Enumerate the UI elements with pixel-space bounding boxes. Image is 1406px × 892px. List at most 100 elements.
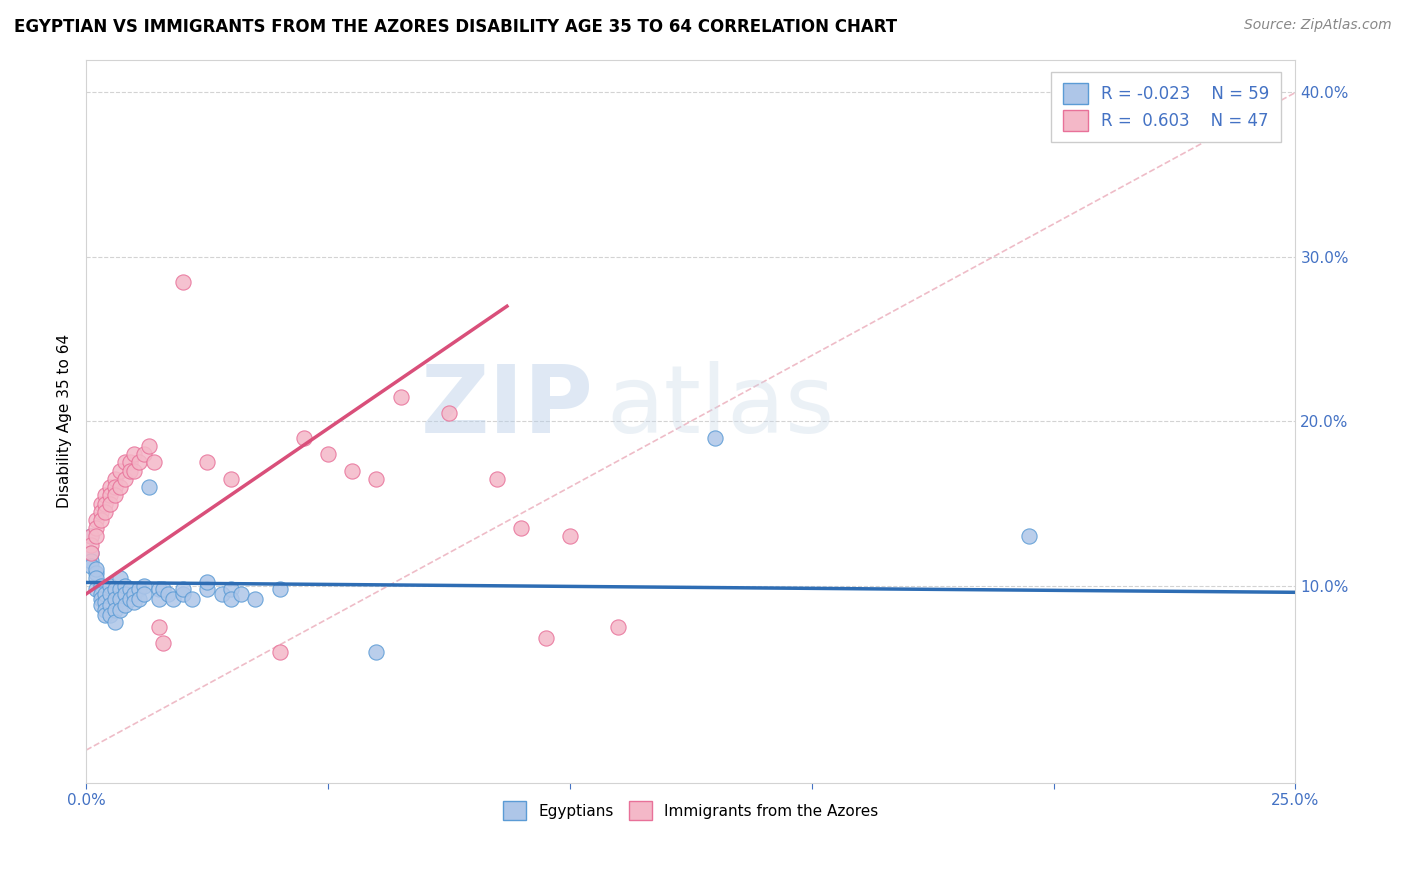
- Point: [219, 582, 242, 596]
- Point: [211, 587, 233, 601]
- Point: [389, 390, 412, 404]
- Point: [80, 538, 103, 552]
- Point: [437, 406, 460, 420]
- Point: [128, 455, 150, 469]
- Text: EGYPTIAN VS IMMIGRANTS FROM THE AZORES DISABILITY AGE 35 TO 64 CORRELATION CHART: EGYPTIAN VS IMMIGRANTS FROM THE AZORES D…: [14, 18, 897, 36]
- Point: [90, 599, 112, 613]
- Point: [94, 488, 117, 502]
- Text: atlas: atlas: [606, 361, 834, 453]
- Point: [607, 620, 630, 634]
- Point: [108, 591, 131, 606]
- Point: [128, 582, 150, 596]
- Point: [172, 582, 194, 596]
- Point: [80, 546, 103, 560]
- Point: [134, 579, 156, 593]
- Point: [98, 496, 121, 510]
- Point: [229, 587, 252, 601]
- Point: [152, 582, 174, 596]
- Y-axis label: Disability Age 35 to 64: Disability Age 35 to 64: [58, 334, 72, 508]
- Point: [114, 587, 136, 601]
- Point: [124, 587, 146, 601]
- Point: [142, 455, 165, 469]
- Point: [558, 529, 581, 543]
- Point: [316, 447, 339, 461]
- Point: [98, 488, 121, 502]
- Point: [98, 480, 121, 494]
- Point: [172, 587, 194, 601]
- Point: [510, 521, 533, 535]
- Point: [486, 472, 509, 486]
- Point: [98, 587, 121, 601]
- Point: [94, 608, 117, 623]
- Point: [195, 455, 218, 469]
- Point: [124, 447, 146, 461]
- Point: [148, 582, 170, 596]
- Point: [114, 472, 136, 486]
- Point: [80, 559, 103, 574]
- Point: [90, 587, 112, 601]
- Point: [148, 620, 170, 634]
- Point: [124, 595, 146, 609]
- Point: [181, 591, 204, 606]
- Point: [90, 496, 112, 510]
- Point: [104, 582, 127, 596]
- Point: [108, 464, 131, 478]
- Point: [219, 472, 242, 486]
- Point: [148, 591, 170, 606]
- Point: [104, 615, 127, 629]
- Point: [108, 582, 131, 596]
- Point: [84, 562, 107, 576]
- Point: [98, 579, 121, 593]
- Point: [172, 275, 194, 289]
- Point: [84, 582, 107, 596]
- Point: [157, 587, 180, 601]
- Point: [94, 595, 117, 609]
- Text: ZIP: ZIP: [422, 361, 593, 453]
- Point: [134, 587, 156, 601]
- Point: [84, 529, 107, 543]
- Point: [80, 529, 103, 543]
- Point: [108, 603, 131, 617]
- Point: [104, 603, 127, 617]
- Point: [366, 644, 388, 658]
- Point: [80, 546, 103, 560]
- Point: [118, 591, 141, 606]
- Point: [1018, 529, 1040, 543]
- Point: [292, 431, 315, 445]
- Point: [152, 636, 174, 650]
- Point: [104, 480, 127, 494]
- Point: [138, 480, 160, 494]
- Point: [84, 513, 107, 527]
- Point: [128, 591, 150, 606]
- Point: [98, 599, 121, 613]
- Point: [80, 554, 103, 568]
- Point: [90, 513, 112, 527]
- Point: [245, 591, 267, 606]
- Point: [84, 570, 107, 584]
- Point: [340, 464, 363, 478]
- Point: [534, 632, 557, 646]
- Legend: Egyptians, Immigrants from the Azores: Egyptians, Immigrants from the Azores: [498, 795, 884, 826]
- Text: Source: ZipAtlas.com: Source: ZipAtlas.com: [1244, 18, 1392, 32]
- Point: [104, 488, 127, 502]
- Point: [84, 521, 107, 535]
- Point: [94, 587, 117, 601]
- Point: [98, 608, 121, 623]
- Point: [195, 582, 218, 596]
- Point: [195, 575, 218, 590]
- Point: [90, 591, 112, 606]
- Point: [124, 464, 146, 478]
- Point: [84, 566, 107, 580]
- Point: [219, 591, 242, 606]
- Point: [94, 505, 117, 519]
- Point: [114, 579, 136, 593]
- Point: [162, 591, 184, 606]
- Point: [118, 464, 141, 478]
- Point: [366, 472, 388, 486]
- Point: [118, 455, 141, 469]
- Point: [269, 644, 291, 658]
- Point: [90, 579, 112, 593]
- Point: [94, 496, 117, 510]
- Point: [94, 603, 117, 617]
- Point: [114, 455, 136, 469]
